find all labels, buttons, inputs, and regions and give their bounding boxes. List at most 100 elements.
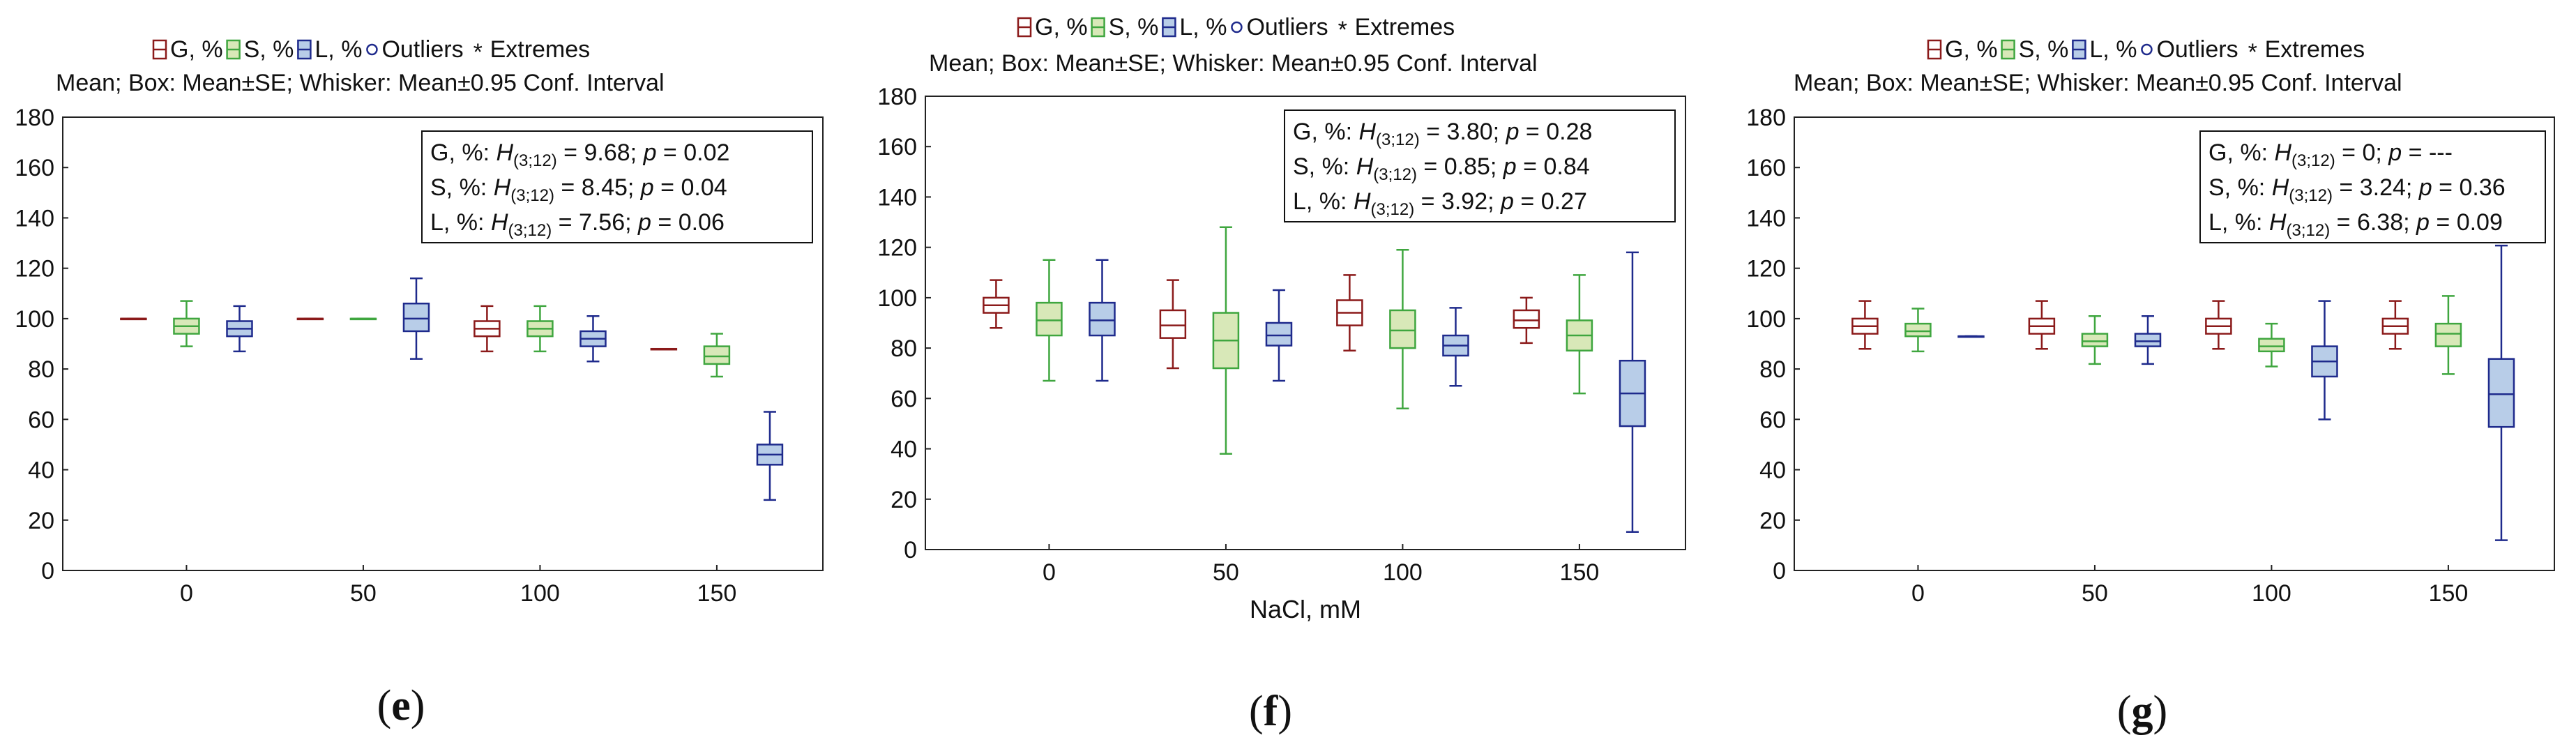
y-tick-label: 0 — [904, 537, 917, 563]
stat-part: = 0; — [2335, 139, 2389, 166]
outliers-marker-icon — [1231, 21, 1243, 33]
x-tick-label: 50 — [350, 580, 377, 607]
se-box — [1904, 322, 1932, 338]
y-tick-label: 60 — [891, 386, 917, 412]
se-box — [1159, 309, 1187, 339]
box-g-2 — [2205, 300, 2232, 350]
chart-subtitle: Mean; Box: Mean±SE; Whisker: Mean±0.95 C… — [929, 50, 1538, 77]
legend-label-extremes: Extremes — [1355, 14, 1455, 40]
box-s-3 — [1566, 274, 1593, 395]
y-tick-label: 80 — [891, 335, 917, 362]
y-tick-label: 40 — [891, 437, 917, 463]
stat-part: (3;12) — [510, 186, 554, 205]
stat-part: p — [643, 139, 657, 166]
stat-part: p — [2416, 209, 2430, 236]
legend-label-outliers: Outliers — [1246, 14, 1328, 40]
outliers-marker-icon — [2141, 43, 2153, 56]
stat-part: (3;12) — [513, 151, 557, 170]
stat-part: = 9.68; — [557, 139, 644, 166]
stat-part: = 6.38; — [2330, 209, 2416, 236]
stat-line: S, %: H(3;12) = 8.45; p = 0.04 — [430, 174, 727, 205]
y-tick-label: 120 — [877, 235, 917, 262]
y-tick-label: 140 — [877, 184, 917, 211]
box-s-2 — [1389, 249, 1416, 410]
legend-label-outliers: Outliers — [2156, 36, 2238, 63]
legend-label-s: S, % — [2019, 36, 2069, 63]
box-l-2 — [2311, 300, 2338, 421]
stat-part: = 0.84 — [1517, 153, 1590, 180]
panel-label: (g) — [2117, 688, 2167, 735]
stat-part: p — [1506, 119, 1520, 145]
box-s-0 — [1036, 259, 1063, 382]
y-tick-label: 140 — [15, 205, 54, 232]
se-box — [1265, 321, 1293, 347]
stat-part: = 0.28 — [1519, 119, 1592, 145]
stat-part: = 0.85; — [1417, 153, 1503, 180]
se-box — [1036, 301, 1063, 337]
box-s-2 — [2258, 322, 2285, 368]
panel-label: (f) — [1249, 688, 1292, 735]
stat-part: S, %: — [1293, 153, 1356, 180]
stat-part: p — [1500, 188, 1514, 215]
stat-part: p — [2388, 139, 2402, 166]
outliers-marker-icon — [366, 43, 378, 56]
chart-subtitle: Mean; Box: Mean±SE; Whisker: Mean±0.95 C… — [56, 70, 665, 96]
box-s-3 — [703, 333, 731, 378]
y-tick-label: 100 — [1746, 306, 1786, 333]
box-g-2 — [1336, 274, 1363, 351]
box-l-2 — [1442, 307, 1469, 387]
legend: G, % S, % L, % Outliers * Extremes — [152, 36, 591, 66]
stat-part: = 0.09 — [2430, 209, 2503, 236]
stat-part: = 3.92; — [1414, 188, 1501, 215]
y-tick-label: 20 — [28, 508, 54, 534]
x-tick-label: 150 — [2429, 580, 2469, 607]
se-box — [1389, 309, 1416, 349]
stat-part: H — [494, 174, 511, 201]
stat-part: p — [637, 209, 651, 236]
y-tick-label: 160 — [1746, 155, 1786, 181]
stat-part: (3;12) — [2287, 221, 2331, 240]
se-box — [1089, 301, 1116, 337]
x-tick-label: 100 — [520, 580, 560, 607]
box-g-1 — [1159, 279, 1187, 370]
stat-line: G, %: H(3;12) = 9.68; p = 0.02 — [430, 139, 729, 170]
legend: G, % S, % L, % Outliers * Extremes — [1927, 36, 2365, 66]
legend-label-g: G, % — [170, 36, 223, 63]
stat-line: L, %: H(3;12) = 6.38; p = 0.09 — [2208, 209, 2503, 240]
x-tick-label: 150 — [697, 580, 737, 607]
legend-label-l: L, % — [2089, 36, 2137, 63]
box-l-0 — [226, 305, 253, 353]
stat-part: (3;12) — [1376, 130, 1420, 149]
box-s-1 — [1212, 226, 1240, 455]
stat-line: G, %: H(3;12) = 0; p = --- — [2208, 139, 2453, 170]
stat-part: G, %: — [430, 139, 496, 166]
stat-line: L, %: H(3;12) = 3.92; p = 0.27 — [1293, 188, 1587, 219]
box-s-1 — [2081, 315, 2109, 365]
stat-part: (3;12) — [1373, 165, 1417, 184]
legend-label-outliers: Outliers — [381, 36, 463, 63]
x-tick-label: 100 — [1383, 559, 1423, 586]
se-box — [402, 302, 430, 333]
legend: G, % S, % L, % Outliers * Extremes — [1017, 14, 1455, 43]
se-box — [2258, 338, 2285, 353]
stat-part: H — [1358, 119, 1376, 145]
legend-label-s: S, % — [1109, 14, 1159, 40]
stat-part: G, %: — [1293, 119, 1358, 145]
x-tick-label: 0 — [1043, 559, 1056, 586]
y-tick-label: 140 — [1746, 205, 1786, 232]
stat-part: H — [1356, 153, 1374, 180]
stat-part: G, %: — [2208, 139, 2274, 166]
legend-label-extremes: Extremes — [490, 36, 591, 63]
box-l-0 — [1957, 335, 1985, 338]
stat-part: (3;12) — [2291, 151, 2335, 170]
stat-part: p — [1503, 153, 1517, 180]
y-tick-label: 40 — [28, 457, 54, 484]
extremes-marker-icon: * — [2248, 39, 2257, 66]
se-box — [2434, 322, 2462, 347]
y-tick-label: 120 — [1746, 256, 1786, 282]
box-l-1 — [2134, 315, 2162, 365]
stats-frame — [1284, 109, 1676, 222]
stat-part: = 0.27 — [1514, 188, 1587, 215]
stat-line: G, %: H(3;12) = 3.80; p = 0.28 — [1293, 119, 1592, 149]
legend-label-s: S, % — [244, 36, 294, 63]
